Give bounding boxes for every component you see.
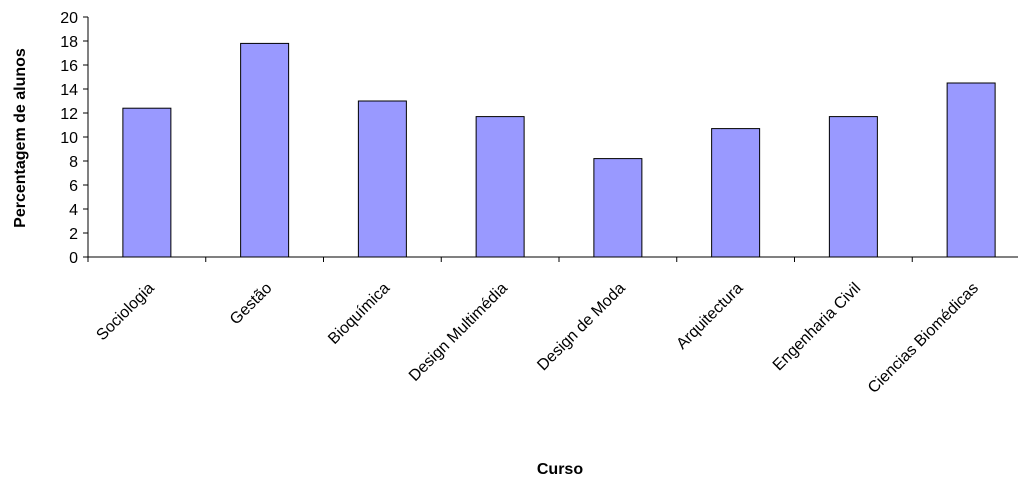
category-label: Ciencias Biomédicas [865,280,982,397]
bars [122,42,996,258]
y-axis-title: Percentagem de alunos [12,48,29,228]
category-label: Engenharia Civil [770,280,864,374]
bar [475,116,525,258]
bar [828,116,878,258]
y-tick-label: 6 [69,178,78,195]
bar [946,82,996,258]
y-tick-label: 14 [60,82,78,99]
category-label: Gestão [227,280,276,329]
y-tick-label: 18 [60,34,78,51]
category-label: Bioquímica [325,280,393,348]
category-labels: Sociologia Gestão Bioquímica Design Multimé… [93,280,981,397]
bar [711,128,761,258]
bar [240,42,290,258]
category-label: Design de Moda [534,280,628,374]
y-tick-label: 8 [69,154,78,171]
category-label: Design Multimédia [406,280,511,385]
y-tick-label: 20 [60,10,78,27]
y-tick-label: 12 [60,106,78,123]
category-label: Arquitectura [673,280,746,353]
y-tick-label: 0 [69,250,78,267]
category-label: Sociologia [93,280,157,344]
y-axis-ticks: 0 2 4 6 8 10 12 14 16 18 20 [60,10,88,267]
x-axis-ticks [87,257,913,262]
bar [593,158,643,258]
y-tick-label: 2 [69,226,78,243]
y-tick-label: 16 [60,58,78,75]
y-tick-label: 4 [69,202,78,219]
bar [122,107,172,258]
y-tick-label: 10 [60,130,78,147]
bar [357,100,407,258]
x-axis-title: Curso [537,461,583,478]
